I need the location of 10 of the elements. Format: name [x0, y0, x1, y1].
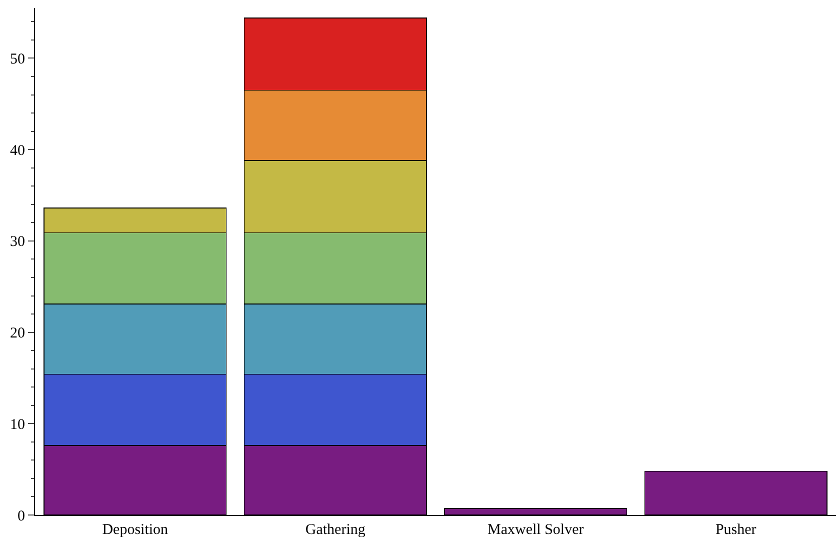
x-tick-label: Gathering — [305, 522, 366, 537]
x-tick-label: Maxwell Solver — [488, 522, 584, 537]
y-tick-label: 10 — [10, 416, 25, 433]
y-tick-label: 50 — [10, 51, 25, 68]
y-tick-label: 0 — [18, 508, 25, 524]
y-tick-label: 20 — [10, 326, 25, 342]
x-tick-label: Pusher — [715, 522, 756, 537]
y-tick-label: 40 — [10, 142, 25, 159]
y-tick-label: 30 — [10, 234, 25, 250]
x-tick-label: Deposition — [102, 522, 169, 537]
